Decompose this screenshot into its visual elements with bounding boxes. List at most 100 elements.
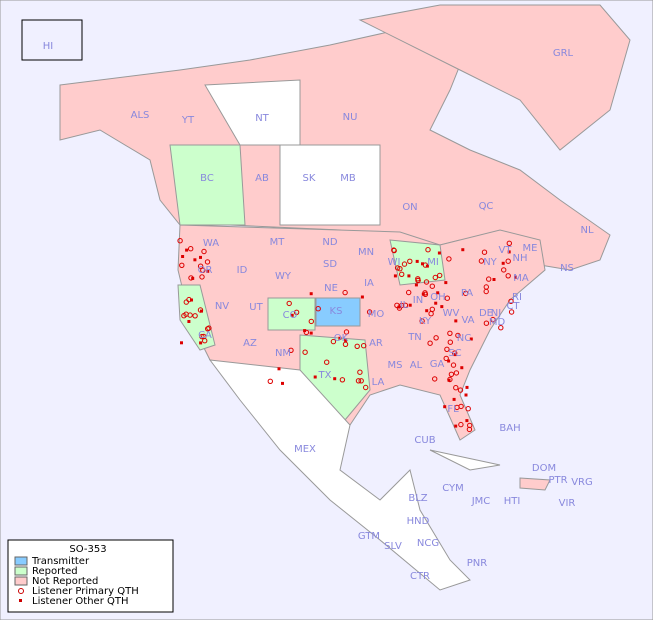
listener-other [181, 255, 185, 258]
listener-primary [206, 325, 212, 331]
region-label: GTM [358, 531, 380, 542]
listener-other [187, 320, 191, 323]
listener-other [447, 378, 451, 382]
prairies [279, 144, 381, 226]
listener-primary [366, 309, 373, 315]
listener-other [393, 274, 397, 278]
listener-primary [355, 378, 362, 384]
legend-label: Not Reported [32, 576, 98, 587]
listener-other [309, 331, 313, 335]
listener-primary [429, 306, 435, 312]
listener-other [514, 275, 517, 279]
listener-primary [186, 296, 192, 303]
region-label: NL [580, 225, 593, 236]
listener-other [461, 248, 465, 252]
listener-other [303, 329, 307, 333]
region-label: ND [322, 237, 337, 248]
region-label: CA [198, 330, 212, 341]
region-label: KS [330, 306, 343, 317]
listener-primary [201, 248, 207, 255]
region-label: BAH [499, 423, 520, 434]
region-label: NT [255, 113, 269, 124]
region-label: NS [560, 263, 574, 274]
region-label: WV [443, 308, 460, 319]
listener-primary [342, 341, 349, 347]
listener-primary [192, 313, 198, 319]
listener-primary [458, 403, 464, 410]
region-label: IA [364, 278, 374, 289]
listener-primary [415, 276, 421, 282]
listener-other [193, 258, 197, 262]
region-label: MB [340, 173, 356, 184]
listener-primary [354, 343, 360, 349]
listener-other [492, 278, 496, 281]
listener-other [447, 359, 451, 363]
listener-other [444, 281, 448, 285]
region-label: TX [318, 370, 332, 381]
listener-other [309, 292, 313, 296]
region-label: WA [203, 238, 219, 249]
listener-other [501, 261, 505, 265]
listener-primary [288, 347, 294, 353]
region-label: BC [200, 173, 214, 184]
region-label: SLV [384, 541, 402, 552]
listener-other [414, 283, 418, 287]
listener-primary [399, 271, 405, 277]
listener-other [465, 419, 469, 423]
listener-primary [481, 249, 488, 255]
listener-other [338, 336, 342, 340]
listener-primary [188, 275, 194, 281]
listener-other [199, 255, 202, 259]
listener-other [452, 397, 456, 401]
region-label: AZ [243, 338, 257, 349]
listener-other [437, 251, 441, 255]
listener-other [443, 405, 447, 409]
listener-primary [419, 318, 425, 324]
listener-other [313, 375, 317, 379]
listener-primary [197, 263, 204, 269]
legend-swatch [18, 588, 24, 594]
region-label: NU [343, 112, 358, 123]
region-label: VRG [571, 477, 593, 488]
listener-primary [432, 274, 438, 281]
listener-primary [363, 384, 369, 391]
region-label: DE [479, 308, 493, 319]
legend-swatch [14, 576, 28, 586]
listener-primary [453, 385, 459, 391]
listener-primary [179, 262, 185, 268]
region-label: SK [303, 173, 316, 184]
ks [315, 297, 361, 327]
listener-other [281, 381, 284, 385]
listener-primary [429, 283, 435, 289]
listener-primary [427, 340, 433, 346]
listener-primary [199, 333, 205, 340]
region-label: MI [427, 257, 439, 268]
listener-other [206, 269, 210, 273]
listener-primary [486, 276, 492, 282]
listener-primary [361, 343, 367, 349]
region-label: NV [215, 301, 229, 312]
listener-other [436, 291, 440, 295]
listener-primary [437, 272, 443, 279]
listener-primary [200, 267, 206, 273]
region-label: ALS [131, 110, 150, 121]
listener-primary [293, 309, 300, 315]
listener-primary [286, 300, 292, 307]
listener-other [408, 303, 412, 307]
listener-other [290, 313, 294, 317]
region-label: AB [255, 173, 269, 184]
legend-label: Listener Primary QTH [32, 586, 139, 597]
region-label: CT [506, 301, 520, 312]
region-label: HND [407, 516, 430, 527]
region-label: MA [513, 273, 529, 284]
listener-primary [458, 421, 464, 428]
listener-primary [455, 332, 461, 339]
listener-primary [465, 406, 471, 412]
listener-primary [402, 302, 409, 308]
listener-other [344, 338, 348, 342]
listener-primary [508, 309, 515, 315]
listener-primary [324, 359, 330, 365]
listener-other [454, 424, 458, 428]
region-label: ON [402, 202, 417, 213]
